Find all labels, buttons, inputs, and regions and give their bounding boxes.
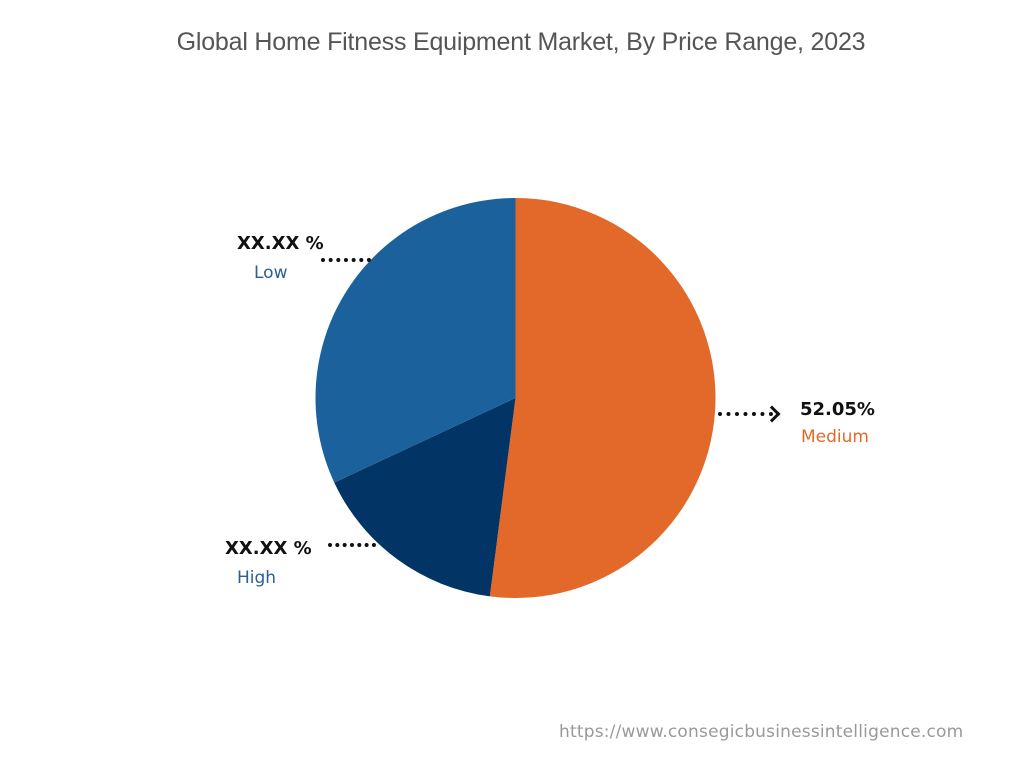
label-medium-name: Medium [801,427,869,447]
label-low-percent: XX.XX % [237,233,324,254]
pie-slice-medium [489,198,716,598]
label-medium-percent: 52.05% [800,399,875,420]
chart-title: Global Home Fitness Equipment Market, By… [176,28,866,56]
leader-line-low [321,258,371,262]
source-url: https://www.consegicbusinessintelligence… [559,722,964,742]
pie-slice-low [315,198,516,483]
label-low-name: Low [254,263,288,283]
leader-line-medium [718,412,773,416]
label-high-percent: XX.XX % [225,538,312,559]
pie-slice-high [334,398,516,597]
leader-line-high [328,543,376,547]
label-high-name: High [237,568,277,588]
